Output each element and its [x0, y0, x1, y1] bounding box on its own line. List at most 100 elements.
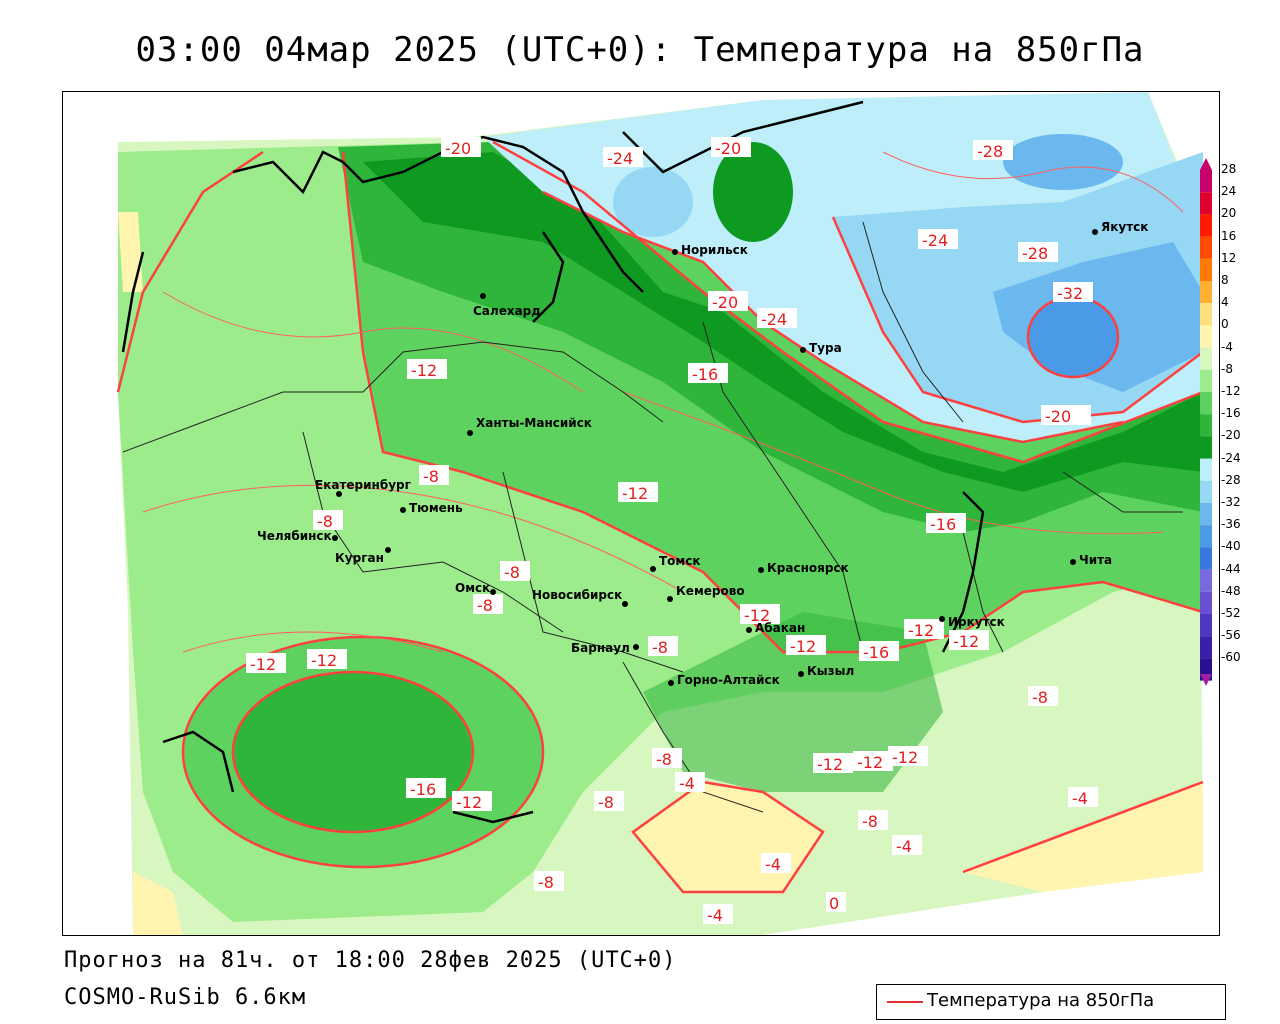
city-tomsk: Томск — [650, 554, 701, 572]
city-tyumen: Тюмень — [400, 501, 463, 515]
city-kemerovo: Кемерово — [667, 584, 745, 602]
isotherm-label: -4 — [761, 853, 791, 874]
colorbar-tick-label: 24 — [1221, 184, 1237, 199]
city-irkutsk: Иркутск — [939, 615, 1005, 629]
isotherm-label: -8 — [652, 748, 682, 769]
isotherm-labels: -20 -20 -24 -28 -24 -28 -32 -20 -24 -16 … — [246, 137, 1098, 925]
isotherm-label: -4 — [892, 835, 922, 856]
city-barnaul: Барнаул — [571, 641, 639, 655]
colorbar-tick-label: -24 — [1221, 450, 1241, 465]
isotherm-thin-lines — [142, 151, 1184, 653]
colorbar-tick-label: -20 — [1221, 428, 1241, 443]
isotherm-label: -32 — [1053, 282, 1093, 303]
colorbar-cell — [1200, 214, 1212, 237]
svg-text:-28: -28 — [977, 142, 1003, 161]
isotherm-label: -12 — [888, 746, 928, 767]
isotherm-label: -12 — [307, 649, 347, 670]
isotherm-label: -12 — [949, 630, 989, 651]
colorbar-cell — [1200, 281, 1212, 304]
svg-text:-12: -12 — [790, 637, 816, 656]
isotherm-label: -8 — [858, 810, 888, 831]
colorbar-cell — [1200, 547, 1212, 570]
isotherm-label: -24 — [603, 147, 643, 168]
svg-text:Ханты-Мансийск: Ханты-Мансийск — [476, 416, 592, 430]
svg-text:-12: -12 — [622, 484, 648, 503]
isotherm-label: -8 — [594, 791, 624, 812]
colorbar-tick-label: 12 — [1221, 250, 1237, 265]
colorbar-cell — [1200, 614, 1212, 637]
svg-text:Чита: Чита — [1079, 553, 1112, 567]
svg-text:Иркутск: Иркутск — [948, 615, 1005, 629]
svg-text:Томск: Томск — [659, 554, 701, 568]
city-kurgan: Курган — [335, 547, 391, 565]
zone-minus36 — [1028, 297, 1118, 377]
isotherm-label: -28 — [1018, 242, 1058, 263]
svg-text:-16: -16 — [692, 365, 718, 384]
colorbar-cell — [1200, 236, 1212, 259]
colorbar-cell — [1200, 170, 1212, 193]
svg-text:-28: -28 — [1022, 244, 1048, 263]
legend-line-swatch — [887, 1001, 923, 1003]
isotherm-label: -12 — [853, 751, 893, 772]
svg-text:Салехард: Салехард — [473, 304, 541, 318]
svg-text:-8: -8 — [862, 812, 878, 831]
zone-minus24-taymyr — [613, 167, 693, 237]
svg-text:Курган: Курган — [335, 551, 384, 565]
isotherm-label: -16 — [688, 363, 728, 384]
colorbar-cell — [1200, 636, 1212, 659]
isotherm-label: -20 — [441, 137, 481, 158]
svg-text:-8: -8 — [1032, 688, 1048, 707]
svg-text:-12: -12 — [857, 753, 883, 772]
colorbar-tick-label: -40 — [1221, 539, 1241, 554]
svg-text:-16: -16 — [410, 780, 436, 799]
city-norilsk: Норильск — [672, 243, 748, 257]
colorbar-cell — [1200, 192, 1212, 215]
svg-text:-4: -4 — [765, 855, 781, 874]
svg-text:-20: -20 — [715, 139, 741, 158]
svg-text:-8: -8 — [423, 467, 439, 486]
svg-text:-12: -12 — [744, 606, 770, 625]
forecast-info: Прогноз на 81ч. от 18:00 28фев 2025 (UTC… — [64, 948, 677, 973]
colorbar-cell — [1200, 525, 1212, 548]
colorbar-tick-label: -16 — [1221, 406, 1241, 421]
isotherm-label: -24 — [918, 229, 958, 250]
svg-text:-8: -8 — [598, 793, 614, 812]
svg-text:Тюмень: Тюмень — [409, 501, 463, 515]
colorbar-tick-label: -8 — [1221, 361, 1233, 376]
map-panel[interactable]: -20 -20 -24 -28 -24 -28 -32 -20 -24 -16 … — [62, 91, 1220, 936]
svg-text:-12: -12 — [953, 632, 979, 651]
svg-text:Абакан: Абакан — [755, 621, 805, 635]
colorbar-cell — [1200, 436, 1212, 459]
svg-text:-16: -16 — [930, 515, 956, 534]
isotherm-label: -8 — [648, 636, 678, 657]
isotherm-label: -16 — [926, 513, 966, 534]
zone-minus20 — [363, 152, 1203, 492]
isotherm-label: -12 — [813, 753, 853, 774]
svg-text:-20: -20 — [712, 293, 738, 312]
city-yakutsk: Якутск — [1092, 220, 1148, 235]
svg-text:-8: -8 — [538, 873, 554, 892]
colorbar-top-arrow — [1200, 158, 1212, 170]
isotherm-label: -16 — [406, 778, 446, 799]
isotherm-label: -8 — [473, 594, 503, 615]
city-ekaterinburg: Екатеринбург — [315, 478, 411, 497]
colorbar-tick-label: -28 — [1221, 472, 1241, 487]
colorbar-tick-label: -56 — [1221, 628, 1241, 643]
isotherm-label: -12 — [740, 604, 780, 625]
svg-text:Омск: Омск — [455, 581, 490, 595]
zone-minus32-north — [1003, 134, 1123, 190]
isotherm-label: -20 — [1041, 405, 1091, 426]
svg-text:-20: -20 — [1045, 407, 1071, 426]
map-legend: Температура на 850гПа — [876, 984, 1226, 1020]
city-chita: Чита — [1070, 553, 1112, 567]
colorbar-tick-label: -4 — [1221, 339, 1233, 354]
colorbar-tick-label: -52 — [1221, 606, 1241, 620]
svg-text:-12: -12 — [411, 361, 437, 380]
zone-southwest-warm — [133, 872, 183, 935]
zone-taymyr-warm-top — [713, 142, 793, 242]
isotherm-label: -12 — [618, 482, 658, 503]
city-kyzyl: Кызыл — [798, 664, 854, 678]
colorbar-cell — [1200, 303, 1212, 326]
svg-text:Норильск: Норильск — [681, 243, 748, 257]
colorbar-tick-label: -48 — [1221, 583, 1241, 598]
